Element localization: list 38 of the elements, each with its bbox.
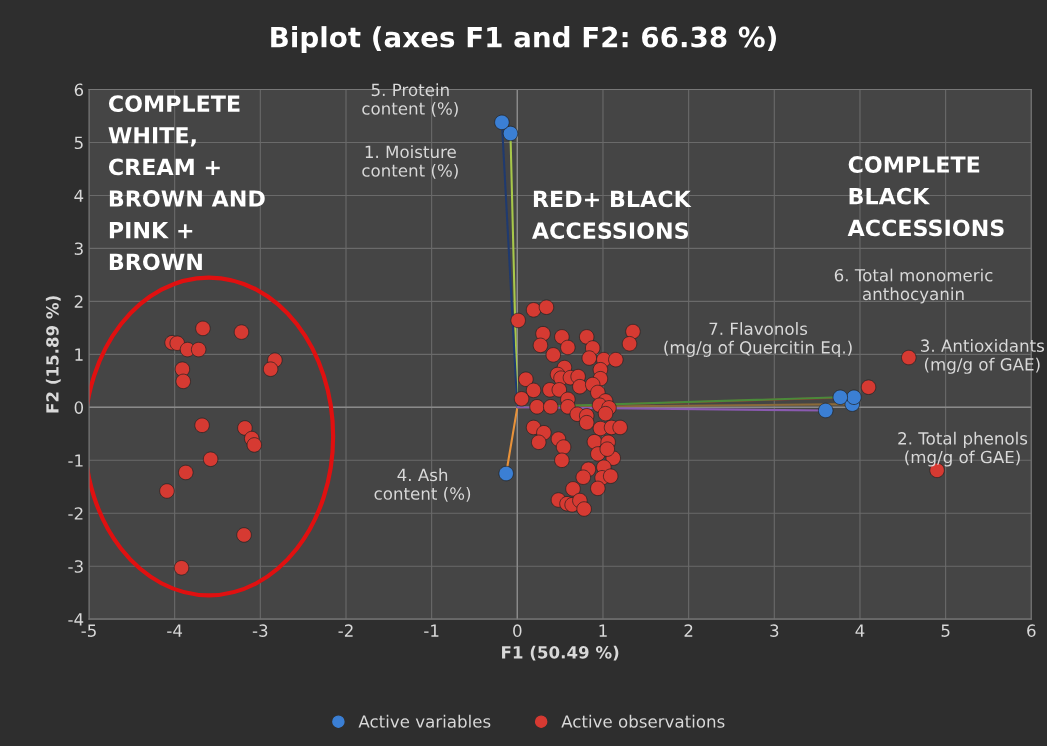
x-axis-title: F1 (50.49 %) [502,645,619,661]
y-tick-label: 6 [74,83,84,97]
annotation: COMPLETE WHITE, CREAM + BROWN AND PINK + BROWN [108,95,265,271]
y-axis-title: F2 (15.89 %) [45,296,61,413]
y-tick-label: 1 [75,348,83,361]
annotation: COMPLETE BLACK ACCESSIONS [847,156,1004,237]
annotation: 3. Antioxidants (mg/g of GAE) [921,339,1045,374]
annotation: 7. Flavonols (mg/g of Quercitin Eq.) [664,322,852,357]
annotation: 2. Total phenols (mg/g of GAE) [898,431,1028,467]
x-tick-label: -3 [252,624,268,637]
y-tick-label: 0 [74,401,84,414]
y-tick-label: -1 [68,454,83,467]
x-tick-label: 5 [941,624,950,637]
x-tick-label: 3 [770,624,779,637]
x-tick-label: 6 [1027,624,1036,637]
annotation: 5. Protein content (%) [362,83,458,117]
x-tick-label: -5 [81,624,96,637]
chart-title: Biplot (axes F1 and F2: 66.38 %) [271,26,776,53]
x-tick-label: 4 [855,624,865,637]
y-tick-label: 2 [74,295,83,308]
x-tick-label: -4 [167,624,183,637]
x-tick-label: 2 [684,624,693,637]
y-tick-label: 3 [74,242,83,255]
y-tick-label: -2 [68,507,83,520]
y-tick-label: -3 [68,560,83,573]
x-tick-label: -1 [424,624,439,637]
y-tick-label: -4 [68,613,84,626]
legend-label: Active variables [358,714,491,728]
x-tick-label: 0 [513,624,522,637]
legend-label: Active observations [561,714,725,728]
y-tick-label: 4 [74,189,84,202]
annotation: 4. Ash content (%) [374,468,471,502]
x-tick-label: 1 [599,624,607,637]
x-tick-label: -2 [338,624,353,637]
y-tick-label: 5 [74,136,83,150]
annotation: 1. Moisture content (%) [362,145,458,179]
annotation: 6. Total monomeric anthocyanin [834,268,993,304]
annotation: RED+ BLACK ACCESSIONS [531,190,692,239]
